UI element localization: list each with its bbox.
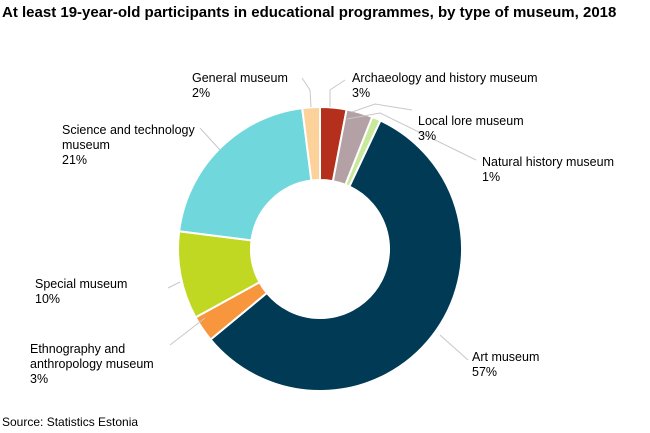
- slice-science-and-technology-museum: [178, 107, 313, 242]
- slice-label: Archaeology and history museum 3%: [352, 71, 538, 101]
- slice-label-value: 2%: [192, 86, 211, 100]
- slice-label-value: 3%: [30, 372, 49, 386]
- leader-line: [199, 127, 221, 151]
- slice-label-name: Natural history museum: [482, 155, 614, 169]
- leader-line: [169, 317, 206, 346]
- slice-label-value: 3%: [418, 129, 437, 143]
- slice-label-name: Ethnography and anthropology museum: [30, 342, 154, 371]
- slice-label-name: Science and technology museum: [62, 123, 195, 152]
- slice-label: General museum 2%: [192, 71, 288, 101]
- slice-label-value: 1%: [482, 170, 501, 184]
- slice-general-museum: [301, 105, 321, 182]
- slice-label-value: 21%: [62, 153, 88, 167]
- slice-label: Ethnography and anthropology museum 3%: [30, 342, 180, 387]
- slice-art-museum: [209, 119, 463, 392]
- leader-line: [346, 112, 477, 161]
- slice-label-name: Art museum: [472, 350, 540, 364]
- slice-label: Natural history museum 1%: [482, 155, 614, 185]
- slice-label: Local lore museum 3%: [418, 114, 524, 144]
- slice-label: Science and technology museum 21%: [62, 123, 202, 168]
- slice-label-value: 3%: [352, 86, 371, 100]
- leader-line: [301, 77, 312, 108]
- slice-label-name: General museum: [192, 71, 288, 85]
- leader-line: [167, 281, 181, 289]
- leader-line: [329, 79, 346, 107]
- slice-label-name: Special museum: [35, 277, 128, 291]
- slice-label-name: Archaeology and history museum: [352, 71, 538, 85]
- slice-label-value: 57%: [472, 365, 498, 379]
- leader-line: [351, 103, 413, 113]
- source-note: Source: Statistics Estonia: [2, 415, 139, 429]
- leader-line: [439, 334, 469, 361]
- slice-label-name: Local lore museum: [418, 114, 524, 128]
- slice-label-value: 10%: [35, 292, 61, 306]
- chart-title: At least 19-year-old participants in edu…: [2, 4, 617, 21]
- slice-label: Art museum 57%: [472, 350, 539, 380]
- slice-label: Special museum 10%: [35, 277, 127, 307]
